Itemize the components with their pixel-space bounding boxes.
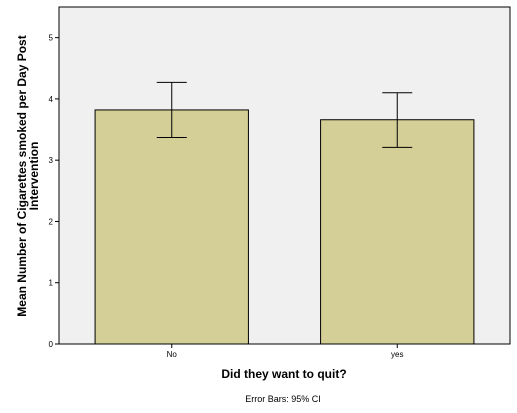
bar-no [94,109,249,345]
x-axis: No yes [167,344,403,359]
y-tick-label: 5 [49,34,54,43]
y-tick-label: 3 [49,156,54,165]
x-tick-label-yes: yes [391,350,403,359]
error-bars-footnote: Error Bars: 95% CI [245,394,321,404]
y-axis: 0 1 2 3 4 5 [49,34,59,349]
y-tick-label: 0 [49,340,54,349]
y-tick-label: 4 [49,95,54,104]
x-axis-title: Did they want to quit? [221,367,346,381]
y-axis-title-line-2: Intervention [27,142,41,211]
y-axis-title-line-1: Mean Number of Cigarettes smoked per Day… [15,35,29,316]
x-tick-label-no: No [167,350,178,359]
bars-group [94,81,475,345]
y-tick-label: 2 [49,217,54,226]
y-tick-label: 1 [49,279,54,288]
bar-yes [320,119,475,345]
